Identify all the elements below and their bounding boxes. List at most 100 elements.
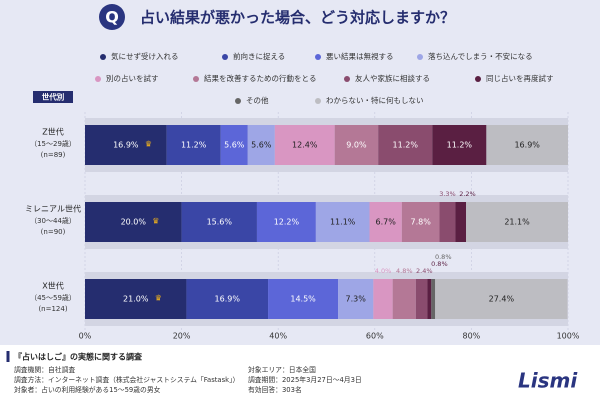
value-label-outside: 0.8% <box>435 253 452 261</box>
bar-segment <box>401 202 440 242</box>
bar-segment <box>392 279 416 319</box>
x-tick-label: 60% <box>366 332 384 341</box>
x-tick-label: 20% <box>173 332 191 341</box>
crown: ♛ <box>155 294 162 303</box>
value-label: 9.0% <box>346 141 367 150</box>
bar-segment <box>334 125 379 165</box>
bar-segment <box>486 125 568 165</box>
value-label: 21.1% <box>504 218 530 227</box>
value-label: 21.0% <box>123 295 149 304</box>
value-label: 16.9% <box>215 295 241 304</box>
legend-swatch <box>95 76 101 82</box>
bar-segment <box>338 279 374 319</box>
value-label: 5.6% <box>251 141 272 150</box>
value-label-outside: 4.0% <box>375 267 392 275</box>
footer-text: 調査機関：自社調査 <box>14 365 75 374</box>
value-label: 12.4% <box>292 141 318 150</box>
q-badge-text: Q <box>105 8 119 27</box>
category-age: （15〜29歳） <box>30 139 76 148</box>
bar-segment <box>415 279 428 319</box>
value-label: 5.6% <box>224 141 245 150</box>
value-label: 27.4% <box>489 295 515 304</box>
crown: ♛ <box>145 140 152 149</box>
legend-swatch <box>344 76 350 82</box>
legend-swatch <box>100 54 106 60</box>
legend-swatch <box>475 76 481 82</box>
bar-segment <box>369 202 402 242</box>
bar-segment <box>256 202 316 242</box>
category-n: (n=124) <box>38 305 67 313</box>
legend-swatch <box>222 54 228 60</box>
title: 占い結果が悪かった場合、どう対応しますか？ <box>140 9 455 27</box>
bar-segment <box>85 279 187 319</box>
bar-segment <box>247 125 275 165</box>
legend-label: 別の占いを試す <box>106 73 159 83</box>
bar-segment <box>427 279 432 319</box>
bar-segment <box>181 202 257 242</box>
footer-text: 調査方法：インターネット調査（株式会社ジャストシステム「Fastask」） <box>14 375 239 384</box>
value-label-outside: 2.2% <box>459 190 476 198</box>
bar-segment <box>431 279 436 319</box>
legend-swatch <box>417 54 423 60</box>
value-label: 11.1% <box>330 218 356 227</box>
group-label: 世代別 <box>42 92 65 102</box>
footer-background <box>0 345 600 400</box>
legend-label: 友人や家族に相談する <box>355 73 430 83</box>
bar-segment <box>439 202 456 242</box>
x-tick-label: 80% <box>463 332 481 341</box>
value-label: 6.7% <box>376 218 397 227</box>
value-label: 7.3% <box>346 295 367 304</box>
category-label: X世代 <box>42 281 63 291</box>
footer-text: 有効回答：303名 <box>248 385 302 394</box>
category-age: （30〜44歳） <box>30 216 76 225</box>
value-label-outside: 2.4% <box>416 267 433 275</box>
value-label: 16.9% <box>113 141 139 150</box>
value-label: 14.5% <box>290 295 316 304</box>
value-label: 12.2% <box>274 218 300 227</box>
x-tick-label: 100% <box>557 332 580 341</box>
category-label: ミレニアル世代 <box>25 204 81 214</box>
bar-segment <box>85 202 182 242</box>
legend-label: 前向きに捉える <box>233 51 285 61</box>
group-tag <box>33 91 73 103</box>
value-label: 20.0% <box>121 218 147 227</box>
value-label: 11.2% <box>181 141 207 150</box>
legend-label: その他 <box>246 95 269 105</box>
value-label-outside: 4.8% <box>396 267 413 275</box>
category-n: (n=89) <box>41 151 66 159</box>
category-label: Z世代 <box>42 127 63 137</box>
bar-segment <box>186 279 269 319</box>
legend-label: わからない・特に何もしない <box>326 95 424 105</box>
legend-label: 落ち込んでしまう・不安になる <box>428 51 533 61</box>
bar-segment <box>378 125 433 165</box>
footer-text: 調査期間：2025年3月27日〜4月3日 <box>248 375 362 384</box>
bar-segment <box>268 279 339 319</box>
category-age: （45〜59歳） <box>30 293 76 302</box>
value-label-outside: 0.8% <box>431 260 448 268</box>
value-label: 16.9% <box>514 141 540 150</box>
bar-segment <box>274 125 335 165</box>
q-badge <box>99 4 125 30</box>
bar-segment <box>432 125 487 165</box>
bar-segment <box>315 202 370 242</box>
legend-label: 同じ占いを再度試す <box>486 73 554 83</box>
crown: ♛ <box>152 217 159 226</box>
x-tick-label: 40% <box>269 332 287 341</box>
bar-segment <box>455 202 467 242</box>
footer-text: 対象者：占いの利用経験がある15〜59歳の男女 <box>14 385 161 394</box>
legend-label: 悪い結果は無視する <box>326 51 394 61</box>
bar-segment <box>220 125 248 165</box>
category-n: (n=90) <box>41 228 66 236</box>
footer-text: 対象エリア：日本全国 <box>248 365 316 374</box>
x-tick-label: 0% <box>79 332 92 341</box>
legend-swatch <box>193 76 199 82</box>
value-label-outside: 3.3% <box>439 190 456 198</box>
bar-segment <box>85 125 167 165</box>
legend-swatch <box>315 54 321 60</box>
value-label: 7.8% <box>411 218 432 227</box>
legend-swatch <box>235 98 241 104</box>
logo: Lismi <box>518 369 578 393</box>
survey-title: 『占いはしご』の実態に関する調査 <box>14 352 143 362</box>
bar-segment <box>435 279 568 319</box>
